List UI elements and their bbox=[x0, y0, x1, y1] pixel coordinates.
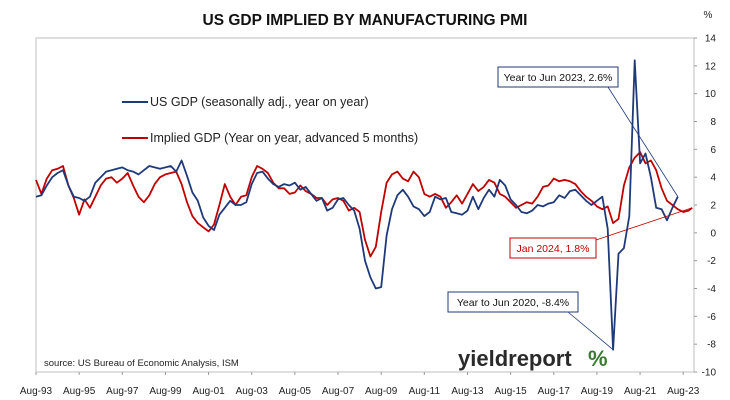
legend: US GDP (seasonally adj., year on year) I… bbox=[122, 95, 418, 145]
legend-label-implied: Implied GDP (Year on year, advanced 5 mo… bbox=[150, 131, 418, 145]
chart-title: US GDP IMPLIED BY MANUFACTURING PMI bbox=[203, 12, 528, 29]
x-tick-label: Aug-13 bbox=[451, 386, 484, 397]
x-tick-label: Aug-05 bbox=[279, 386, 312, 397]
x-tick-label: Aug-99 bbox=[149, 386, 182, 397]
series-line-us-gdp bbox=[35, 59, 679, 351]
annotation-box bbox=[509, 237, 597, 259]
x-tick-label: Aug-03 bbox=[236, 386, 269, 397]
y-tick-label: -4 bbox=[707, 284, 716, 295]
annotation-leader-line bbox=[595, 207, 693, 241]
yieldreport-logo: yieldreport % bbox=[458, 346, 608, 371]
logo-wordmark: yieldreport bbox=[458, 346, 572, 371]
y-tick-label: 0 bbox=[710, 228, 716, 239]
x-tick-label: Aug-23 bbox=[667, 386, 700, 397]
y-tick-label: -2 bbox=[707, 256, 716, 267]
y-tick-label: -10 bbox=[702, 368, 717, 379]
y-tick-label: 2 bbox=[710, 201, 716, 212]
annotations: Year to Jun 2023, 2.6% Jan 2024, 1.8% Year… bbox=[447, 66, 693, 351]
x-tick-label: Aug-17 bbox=[538, 386, 571, 397]
y-tick-label: 8 bbox=[710, 117, 716, 128]
annotation-label: Jan 2024, 1.8% bbox=[517, 243, 590, 255]
x-tick-label: Aug-15 bbox=[494, 386, 527, 397]
annotation-box bbox=[447, 291, 579, 313]
x-tick-label: Aug-11 bbox=[409, 386, 441, 397]
series-layer bbox=[35, 59, 693, 351]
annotation-leader-line bbox=[607, 86, 679, 197]
legend-label-gdp: US GDP (seasonally adj., year on year) bbox=[150, 95, 369, 109]
y-axis-unit: % bbox=[704, 10, 713, 21]
annotation-leader-line bbox=[567, 311, 614, 351]
annotation-box bbox=[497, 66, 619, 88]
annotation-label: Year to Jun 2023, 2.6% bbox=[504, 72, 613, 84]
y-tick-label: 14 bbox=[705, 34, 717, 45]
x-tick-label: Aug-95 bbox=[63, 386, 96, 397]
y-tick-label: 4 bbox=[710, 173, 716, 184]
x-tick-label: Aug-21 bbox=[624, 386, 657, 397]
y-tick-label: -6 bbox=[707, 312, 716, 323]
logo-percent-icon: % bbox=[588, 346, 608, 371]
x-tick-label: Aug-01 bbox=[192, 386, 225, 397]
x-tick-label: Aug-07 bbox=[322, 386, 355, 397]
x-axis-ticks: Aug-93 Aug-95 Aug-97 Aug-99 Aug-01 Aug-03 Aug-… bbox=[20, 372, 700, 397]
y-tick-label: 12 bbox=[705, 61, 717, 72]
x-tick-label: Aug-97 bbox=[106, 386, 139, 397]
y-tick-label: 6 bbox=[710, 145, 716, 156]
y-axis-ticks: -10 -8 -6 -4 -2 0 2 4 6 8 10 12 14 bbox=[694, 34, 716, 379]
y-tick-label: -8 bbox=[707, 340, 716, 351]
annotation-label: Year to Jun 2020, -8.4% bbox=[457, 297, 569, 309]
series-line-implied-gdp bbox=[35, 151, 693, 258]
x-tick-label: Aug-19 bbox=[581, 386, 614, 397]
x-tick-label: Aug-93 bbox=[20, 386, 53, 397]
x-tick-label: Aug-09 bbox=[365, 386, 398, 397]
y-tick-label: 10 bbox=[705, 89, 717, 100]
source-note: source: US Bureau of Economic Analysis, … bbox=[44, 358, 239, 369]
